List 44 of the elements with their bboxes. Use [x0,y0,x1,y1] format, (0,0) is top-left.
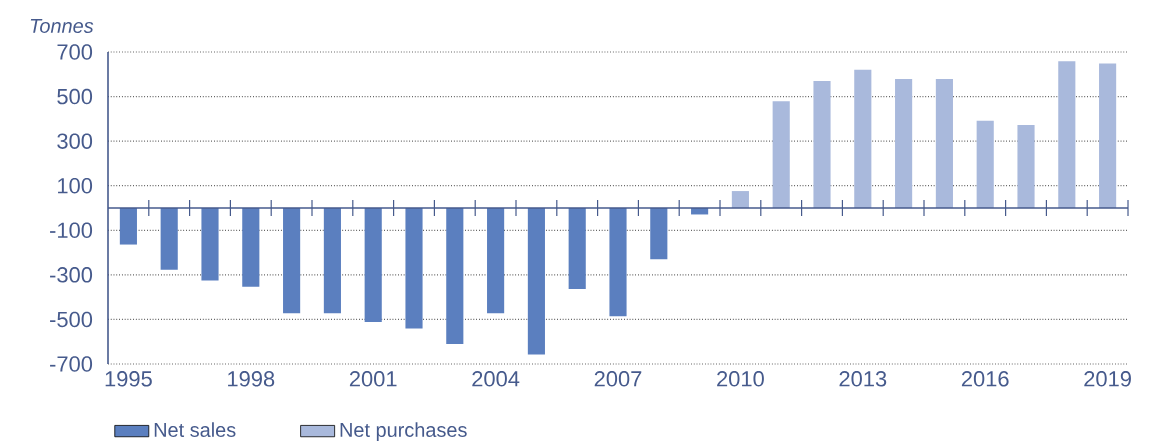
y-tick-label: 300 [57,133,93,149]
bar [976,120,994,208]
x-tick-label: 2016 [961,371,1009,387]
y-tick-label: -100 [50,222,93,239]
bar [609,208,627,317]
bar [650,208,668,260]
legend-label: Net sales [154,422,236,437]
bar [772,101,790,208]
x-tick-label: 1998 [228,371,275,387]
bar [895,78,913,208]
y-tick-label: 700 [57,44,93,60]
x-tick-label: 1995 [105,371,152,387]
bar [1099,63,1117,208]
bar [242,208,260,287]
bar [160,208,178,270]
x-tick-label: 2007 [594,371,642,387]
bar [568,208,586,289]
bar [323,208,341,314]
x-tick-label: 2004 [472,371,520,387]
bar [731,191,749,208]
x-tick-label: 2001 [349,371,397,387]
y-tick-label: -300 [50,267,93,283]
x-tick-label: 2010 [717,371,764,387]
bar [1058,61,1076,208]
bar [405,208,423,329]
bar [527,208,545,355]
bar [854,69,872,208]
y-tick-label: -700 [50,356,93,372]
bar [487,208,505,314]
bar [201,208,219,281]
legend-label: Net purchases [340,422,467,441]
y-tick-label: 100 [58,177,93,194]
bar [446,208,464,344]
y-axis-title: Tonnes [30,19,94,33]
y-tick-label: -500 [50,311,93,328]
bar [935,78,953,208]
y-tick-label: 500 [57,88,93,105]
bar [119,208,137,245]
bar [283,208,301,314]
x-tick-label: 2019 [1084,371,1131,387]
bar [1017,125,1035,208]
x-tick-label: 2013 [839,371,887,387]
bar [364,208,382,323]
bar [813,80,831,208]
